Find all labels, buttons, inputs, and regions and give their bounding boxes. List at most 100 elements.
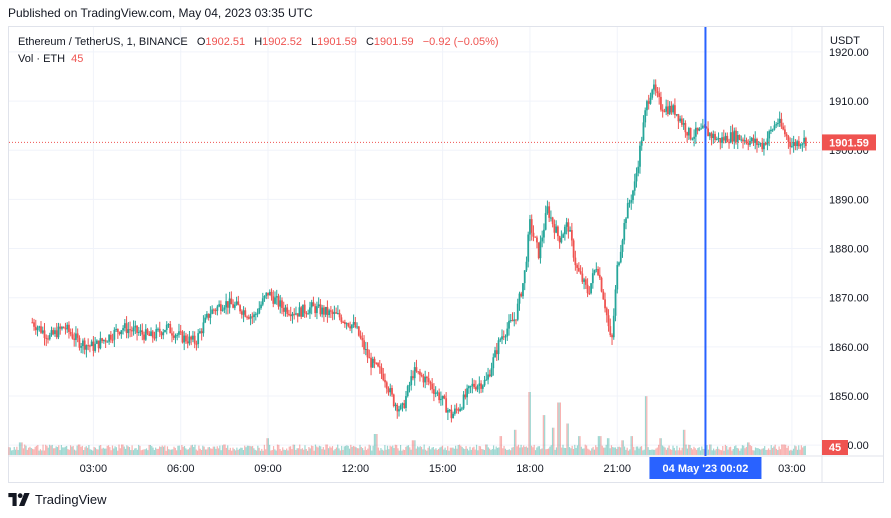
- volume-bar: [318, 445, 320, 455]
- candle-body: [260, 304, 262, 308]
- candle-body: [794, 142, 797, 147]
- candle-body: [129, 329, 131, 331]
- volume-bar: [123, 446, 125, 455]
- volume-bar: [769, 449, 771, 455]
- volume-bar: [236, 447, 238, 455]
- candle-body: [654, 84, 657, 92]
- volume-bar: [76, 445, 78, 455]
- candle-body: [377, 363, 379, 367]
- volume-bar: [407, 445, 410, 455]
- volume-bar: [288, 446, 290, 455]
- candle-body: [577, 267, 580, 272]
- candle-body: [433, 389, 435, 394]
- volume-bar: [106, 445, 108, 455]
- candle-body: [200, 331, 203, 334]
- volume-bar: [134, 448, 136, 455]
- volume-bar: [686, 448, 689, 455]
- candle-body: [661, 109, 664, 112]
- volume-bar: [800, 445, 802, 455]
- candle-body: [726, 135, 729, 143]
- published-caption: Published on TradingView.com, May 04, 20…: [8, 6, 313, 20]
- candle-body: [95, 340, 98, 344]
- volume-bar: [187, 449, 190, 455]
- candle-body: [391, 388, 393, 395]
- candle-body: [782, 126, 785, 130]
- candle-body: [139, 330, 142, 333]
- open-label: O: [196, 36, 206, 48]
- volume-bar: [568, 447, 571, 455]
- volume-bar: [327, 448, 330, 455]
- volume-bar: [80, 446, 82, 455]
- candle-body: [296, 313, 299, 317]
- volume-bar: [719, 449, 721, 455]
- overlays: 1901.59 45 04 May '23 00:02: [9, 27, 876, 479]
- volume-bar: [199, 448, 201, 455]
- volume-bar: [482, 449, 484, 455]
- candle-body: [712, 134, 715, 139]
- volume-bar: [138, 444, 140, 455]
- candle-body: [680, 118, 683, 125]
- candle-body: [162, 332, 165, 336]
- volume-bar: [396, 444, 398, 455]
- volume-bar: [576, 445, 578, 455]
- volume-bar: [443, 449, 445, 455]
- candle-body: [443, 395, 446, 399]
- volume-bar: [711, 450, 713, 455]
- volume-bar: [605, 444, 607, 455]
- candle-body: [780, 118, 783, 127]
- volume-bar: [663, 446, 665, 455]
- volume-bar: [612, 447, 614, 455]
- volume-bar: [756, 448, 758, 455]
- volume-bar: [219, 445, 221, 455]
- volume-bar: [367, 448, 369, 455]
- volume-bar: [249, 445, 251, 455]
- volume-bar: [334, 449, 336, 455]
- volume-bar: [557, 402, 559, 455]
- volume-bar: [68, 449, 70, 455]
- volume-bar: [500, 436, 503, 455]
- candle-body: [672, 105, 675, 113]
- volume-bar: [795, 446, 797, 455]
- volume-bar: [270, 450, 272, 455]
- chart-frame: [8, 26, 884, 483]
- volume-bar: [362, 448, 364, 455]
- volume-bar: [308, 447, 310, 455]
- volume-bar: [72, 445, 74, 455]
- volume-bar: [492, 445, 495, 455]
- volume-bar: [528, 392, 530, 455]
- volume-bar: [38, 450, 40, 455]
- candle-body: [218, 304, 221, 307]
- candle-body: [778, 118, 781, 123]
- volume-bar: [49, 444, 51, 455]
- candle-body: [115, 328, 118, 330]
- volume-bar: [313, 450, 315, 455]
- candle-body: [775, 124, 778, 126]
- volume-bar: [89, 449, 91, 455]
- volume-bar: [587, 448, 589, 455]
- candle-body: [574, 257, 577, 266]
- volume-bar: [223, 444, 225, 455]
- volume-bar: [350, 444, 352, 455]
- volume-bar: [393, 448, 395, 455]
- volume-bar: [354, 446, 356, 455]
- candle-body: [47, 338, 49, 340]
- candle-body: [576, 265, 579, 268]
- candle-body: [204, 317, 207, 323]
- candle-body: [373, 358, 376, 363]
- volume-bar: [723, 450, 725, 455]
- volume-bar: [368, 444, 370, 455]
- candle-body: [111, 339, 114, 341]
- volume-bar: [20, 442, 22, 455]
- footer-brand[interactable]: TradingView: [35, 492, 107, 507]
- volume-bar: [153, 450, 155, 455]
- volume-bar: [547, 448, 550, 455]
- volume-bar: [168, 449, 170, 455]
- candle-body: [424, 376, 427, 383]
- volume-bar: [160, 446, 162, 455]
- volume-bar: [737, 448, 740, 455]
- volume-bar: [750, 446, 753, 455]
- volume-bar: [375, 434, 377, 455]
- volume-bar: [191, 444, 193, 455]
- candle-body: [591, 273, 594, 284]
